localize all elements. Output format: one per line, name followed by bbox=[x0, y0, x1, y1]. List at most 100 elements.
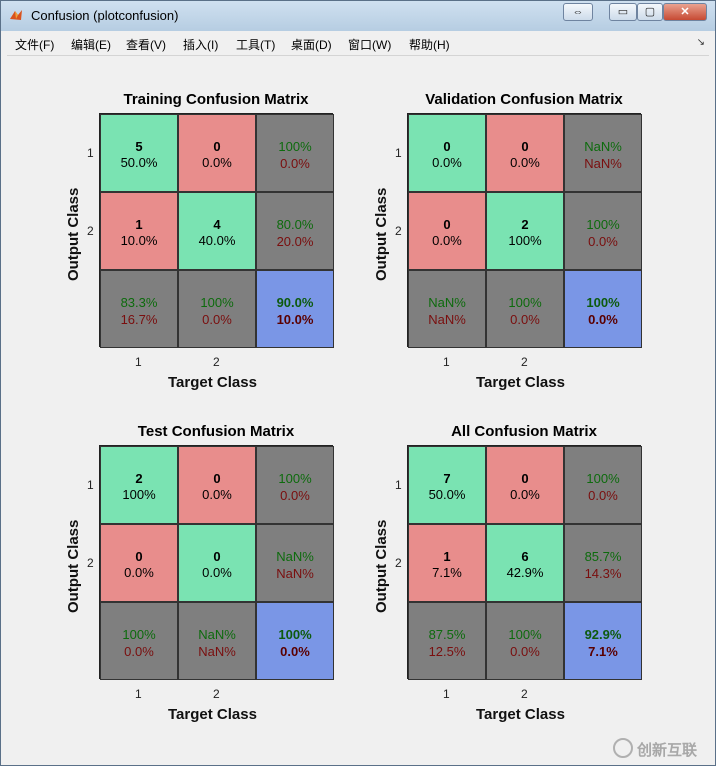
cell-count: 0 bbox=[443, 139, 451, 154]
col-recall: 83.3% bbox=[120, 295, 158, 310]
row-error: 0.0% bbox=[588, 488, 618, 503]
cell-count: 5 bbox=[135, 139, 143, 154]
cell-percent: 7.1% bbox=[432, 565, 462, 580]
cell-count: 4 bbox=[213, 217, 221, 232]
matrix-cell: 2 100% bbox=[486, 192, 564, 270]
cell-percent: 0.0% bbox=[432, 233, 462, 248]
row-precision: 100% bbox=[586, 217, 620, 232]
dock-arrow-icon[interactable]: ↘ bbox=[696, 37, 705, 48]
matrix-cell: 100% 0.0% bbox=[486, 602, 564, 680]
minimize-icon: ▭ bbox=[617, 6, 629, 18]
y-tick-label: 1 bbox=[87, 146, 94, 160]
cell-count: 0 bbox=[213, 471, 221, 486]
total-error: 0.0% bbox=[588, 312, 618, 327]
matrix-cell: 0 0.0% bbox=[408, 192, 486, 270]
matrix-cell: NaN% NaN% bbox=[408, 270, 486, 348]
watermark-logo-icon bbox=[613, 738, 633, 758]
y-tick-label: 2 bbox=[395, 224, 402, 238]
menu-desktop[interactable]: 桌面(D) bbox=[291, 38, 332, 52]
matrix-cell: 100% 0.0% bbox=[178, 270, 256, 348]
col-error: 12.5% bbox=[428, 644, 466, 659]
row-error: 0.0% bbox=[280, 156, 310, 171]
x-tick-label: 2 bbox=[213, 687, 220, 701]
x-axis-label: Target Class bbox=[168, 706, 257, 723]
matrix-cell: 80.0% 20.0% bbox=[256, 192, 334, 270]
menu-tools[interactable]: 工具(T) bbox=[236, 38, 276, 52]
y-tick-label: 2 bbox=[87, 556, 94, 570]
title-bar[interactable]: Confusion (plotconfusion) ⇔ ▭ ▢ ✕ bbox=[1, 1, 715, 31]
matrix-cell: 100% 0.0% bbox=[256, 114, 334, 192]
cell-percent: 0.0% bbox=[202, 487, 232, 502]
matrix-cell: NaN% NaN% bbox=[178, 602, 256, 680]
matrix-cell: 100% 0.0% bbox=[100, 602, 178, 680]
row-error: NaN% bbox=[276, 566, 314, 581]
row-error: 20.0% bbox=[276, 234, 314, 249]
cell-percent: 0.0% bbox=[124, 565, 154, 580]
col-recall: 100% bbox=[508, 627, 542, 642]
panel-title: All Confusion Matrix bbox=[451, 423, 597, 440]
matrix-cell: 92.9% 7.1% bbox=[564, 602, 642, 680]
col-recall: 100% bbox=[200, 295, 234, 310]
total-error: 0.0% bbox=[280, 644, 310, 659]
x-tick-label: 2 bbox=[521, 355, 528, 369]
matrix-cell: 90.0% 10.0% bbox=[256, 270, 334, 348]
matrix-cell: 7 50.0% bbox=[408, 446, 486, 524]
matrix-cell: 5 50.0% bbox=[100, 114, 178, 192]
total-error: 10.0% bbox=[276, 312, 314, 327]
menu-file[interactable]: 文件(F) bbox=[15, 38, 55, 52]
cell-percent: 0.0% bbox=[510, 487, 540, 502]
restore-button[interactable]: ⇔ bbox=[563, 3, 593, 21]
y-tick-label: 1 bbox=[395, 478, 402, 492]
matrix-cell: 0 0.0% bbox=[486, 114, 564, 192]
minimize-button[interactable]: ▭ bbox=[609, 3, 637, 21]
matrix-cell: 6 42.9% bbox=[486, 524, 564, 602]
row-precision: NaN% bbox=[584, 139, 622, 154]
restore-icon: ⇔ bbox=[572, 6, 584, 18]
watermark-text: 创新互联 bbox=[637, 742, 698, 759]
col-recall: 100% bbox=[508, 295, 542, 310]
col-error: NaN% bbox=[198, 644, 236, 659]
matrix-cell: 1 10.0% bbox=[100, 192, 178, 270]
matrix-cell: 100% 0.0% bbox=[564, 270, 642, 348]
menu-insert[interactable]: 插入(I) bbox=[183, 38, 219, 52]
col-error: 0.0% bbox=[510, 312, 540, 327]
col-error: 0.0% bbox=[202, 312, 232, 327]
maximize-icon: ▢ bbox=[644, 6, 656, 18]
row-precision: NaN% bbox=[276, 549, 314, 564]
menu-edit[interactable]: 编辑(E) bbox=[71, 38, 111, 52]
menu-window[interactable]: 窗口(W) bbox=[348, 38, 392, 52]
cell-count: 1 bbox=[443, 549, 451, 564]
menu-view[interactable]: 查看(V) bbox=[126, 38, 166, 52]
cell-percent: 42.9% bbox=[506, 565, 544, 580]
x-tick-label: 1 bbox=[443, 687, 450, 701]
watermark: 创新互联 bbox=[611, 735, 711, 761]
close-button[interactable]: ✕ bbox=[663, 3, 707, 21]
matrix-cell: NaN% NaN% bbox=[256, 524, 334, 602]
cell-percent: 0.0% bbox=[202, 565, 232, 580]
x-tick-label: 2 bbox=[521, 687, 528, 701]
menu-help[interactable]: 帮助(H) bbox=[409, 38, 450, 52]
panel-title: Test Confusion Matrix bbox=[137, 423, 295, 440]
y-tick-label: 1 bbox=[395, 146, 402, 160]
cell-count: 0 bbox=[443, 217, 451, 232]
y-tick-label: 2 bbox=[395, 556, 402, 570]
col-error: 16.7% bbox=[120, 312, 158, 327]
cell-count: 2 bbox=[135, 471, 143, 486]
matrix-cell: 0 0.0% bbox=[100, 524, 178, 602]
matrix-cell: NaN% NaN% bbox=[564, 114, 642, 192]
cell-percent: 50.0% bbox=[428, 487, 466, 502]
matrix-cell: 100% 0.0% bbox=[256, 602, 334, 680]
row-error: 14.3% bbox=[584, 566, 622, 581]
maximize-button[interactable]: ▢ bbox=[637, 3, 663, 21]
total-accuracy: 92.9% bbox=[584, 627, 622, 642]
x-tick-label: 1 bbox=[135, 687, 142, 701]
row-error: 0.0% bbox=[588, 234, 618, 249]
y-axis-label: Output Class bbox=[65, 187, 82, 281]
row-precision: 100% bbox=[586, 471, 620, 486]
col-recall: NaN% bbox=[428, 295, 466, 310]
x-axis-label: Target Class bbox=[476, 374, 565, 391]
x-axis-label: Target Class bbox=[168, 374, 257, 391]
total-error: 7.1% bbox=[588, 644, 618, 659]
cell-count: 0 bbox=[213, 549, 221, 564]
